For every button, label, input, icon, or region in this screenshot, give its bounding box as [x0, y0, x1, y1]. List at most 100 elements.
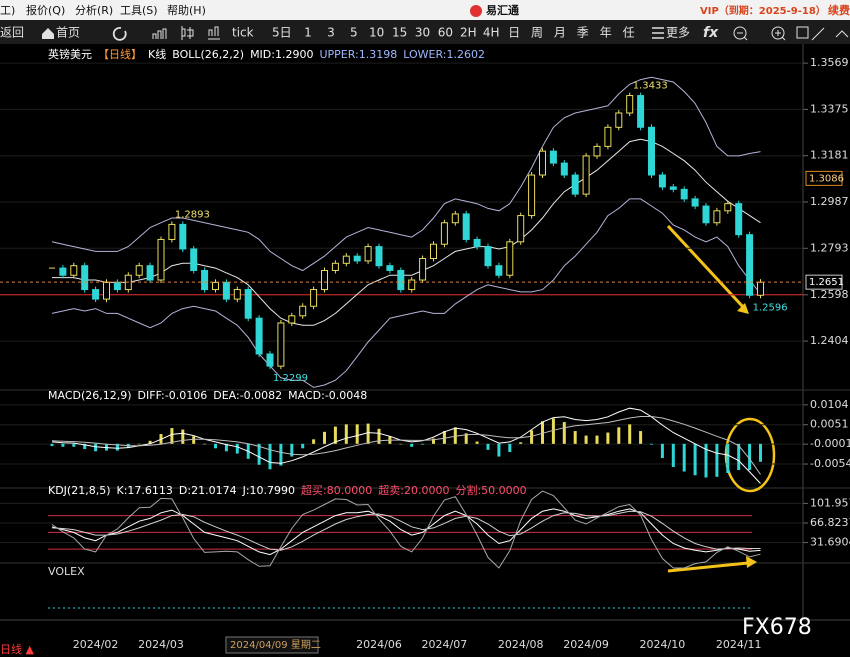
period-button[interactable]: 4H — [483, 26, 500, 40]
macd-bar — [421, 443, 425, 445]
annotations — [666, 224, 776, 573]
candle — [408, 279, 416, 291]
candle — [288, 315, 296, 324]
candle — [637, 95, 645, 128]
formula-button[interactable]: fx — [703, 25, 719, 41]
indicator-line — [51, 508, 761, 556]
period-button[interactable]: 5日 — [272, 26, 292, 40]
candle — [615, 112, 623, 128]
layout-icon[interactable] — [796, 26, 809, 39]
candle — [59, 267, 67, 276]
candle — [539, 150, 546, 176]
zoom-in[interactable] — [771, 26, 785, 40]
vip-status[interactable]: VIP（到期：2025-9-18） — [700, 4, 826, 17]
renew[interactable]: 续费 — [828, 3, 850, 17]
y-tick-label: 1.2598 — [810, 288, 849, 301]
app-name: 易汇通 — [486, 4, 519, 17]
price-marker-box — [805, 170, 843, 186]
x-tick-label: 2024/02 — [73, 638, 119, 651]
watermark: FX678 — [742, 615, 812, 640]
period-button[interactable]: 月 — [554, 26, 566, 40]
menu-item[interactable]: 帮助(H) — [167, 3, 206, 17]
home-button[interactable]: 首页 — [56, 26, 80, 40]
collapse-icon[interactable] — [835, 30, 849, 38]
candle-icon[interactable] — [181, 26, 194, 40]
refresh-icon[interactable] — [112, 27, 127, 41]
macd-bar — [72, 443, 76, 447]
period-button[interactable]: 5 — [350, 26, 358, 40]
period-button[interactable]: 30 — [415, 26, 430, 40]
candle — [299, 305, 307, 317]
macd-bar — [83, 443, 87, 450]
y-tick-label: 1.2404 — [810, 334, 849, 347]
x-tick-label: 2024/09 — [563, 638, 609, 651]
macd-bar — [366, 423, 370, 444]
legend-text: KDJ(21,8,5) — [48, 484, 111, 497]
menu-bar — [0, 0, 850, 20]
more-icon[interactable] — [652, 27, 664, 39]
period-button[interactable]: 年 — [600, 26, 612, 40]
candle — [473, 238, 481, 248]
legend-text: MACD(26,12,9) — [48, 389, 132, 402]
candle — [103, 281, 110, 300]
candle — [528, 174, 536, 217]
legend-text: K线 — [148, 47, 166, 61]
macd-bar — [312, 439, 316, 444]
price-label: 1.2596 — [753, 302, 788, 313]
period-button[interactable]: 60 — [438, 26, 453, 40]
period-button[interactable]: 日 — [508, 26, 520, 40]
period-button[interactable]: 2H — [460, 26, 477, 40]
candle — [277, 322, 285, 367]
zoom-out[interactable] — [733, 26, 747, 40]
legend-text: DEA:-0.0082 — [213, 389, 282, 402]
macd-bar — [628, 424, 632, 444]
menu-item[interactable]: 报价(Q) — [26, 3, 65, 17]
candle — [113, 281, 121, 291]
macd-bar — [279, 443, 283, 466]
macd-bar — [562, 422, 566, 444]
indicator-line — [51, 416, 761, 475]
macd-bar — [660, 443, 664, 459]
period-button[interactable]: 任 — [623, 26, 635, 40]
period-button[interactable]: 10 — [369, 26, 384, 40]
zoom-out-glyph — [737, 32, 748, 41]
macd-bar — [759, 443, 762, 462]
macd-bar — [50, 443, 54, 447]
macd-bar — [323, 431, 326, 444]
candle — [310, 289, 318, 307]
draw-icon[interactable] — [811, 27, 825, 41]
x-tick-label: 2024/06 — [356, 638, 402, 651]
macd-bar — [693, 443, 697, 476]
menu-item[interactable]: 工) — [0, 4, 15, 17]
arrow — [666, 224, 746, 310]
volume-label: VOLEX — [48, 565, 85, 578]
macd-bar — [737, 443, 741, 471]
period-button[interactable]: 3 — [327, 26, 335, 40]
back-button[interactable]: 返回 — [0, 26, 24, 40]
more-button[interactable]: 更多 — [666, 26, 690, 40]
chart-icon[interactable] — [152, 28, 167, 39]
candle — [604, 126, 612, 147]
x-tick-label: 2024/10 — [640, 638, 686, 651]
candle — [168, 223, 176, 240]
macd-bar — [748, 443, 752, 471]
candle — [440, 222, 448, 245]
bar-icon[interactable] — [208, 26, 220, 40]
menu-item[interactable]: 分析(R) — [75, 3, 113, 17]
macd-bar — [650, 443, 653, 445]
period-button[interactable]: 季 — [577, 26, 589, 40]
x-tick-label: 2024/03 — [138, 638, 184, 651]
period-button[interactable]: tick — [232, 26, 254, 40]
y-tick-label: 1.3375 — [810, 102, 849, 115]
legend-text: 分割:50.0000 — [455, 483, 526, 497]
period-button[interactable]: 1 — [304, 26, 312, 40]
period-button[interactable]: 周 — [531, 26, 543, 40]
home-icon[interactable] — [42, 28, 54, 39]
bottom-tab[interactable]: 日线 ▲ — [0, 642, 34, 656]
macd-bar — [541, 421, 544, 444]
candle — [386, 265, 394, 271]
macd-bar — [584, 435, 588, 444]
macd-bar — [170, 428, 174, 444]
menu-item[interactable]: 工具(S) — [120, 4, 158, 17]
period-button[interactable]: 15 — [392, 26, 407, 40]
